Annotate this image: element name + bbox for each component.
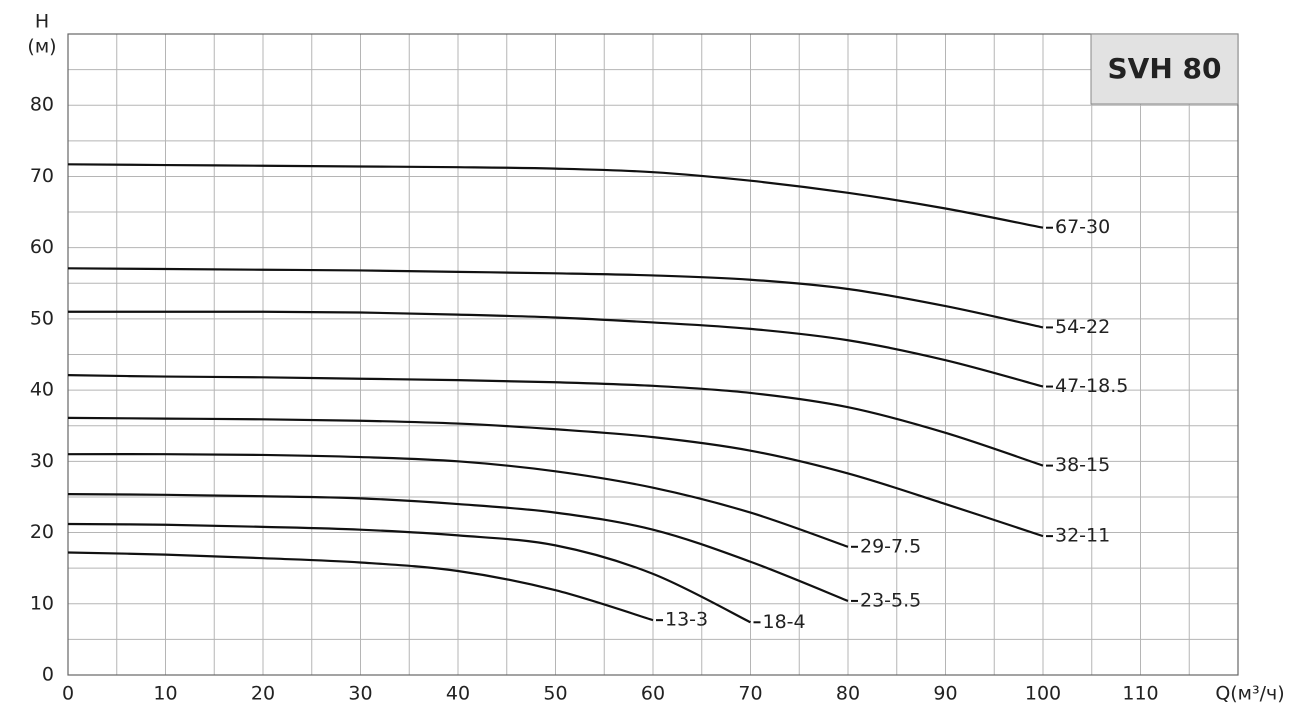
series-label: 23-5.5 [860, 589, 921, 611]
series-line [67, 453, 849, 548]
y-tick-label: 70 [30, 165, 54, 187]
y-axis-unit: (м) [27, 36, 56, 58]
series-label: 38-15 [1055, 454, 1110, 476]
x-tick-label: 20 [251, 683, 275, 705]
chart-title: SVH 80 [1108, 52, 1222, 85]
series-line [67, 374, 1044, 467]
x-tick-label: 70 [738, 683, 762, 705]
y-tick-label: 80 [30, 94, 54, 116]
series-line [67, 310, 1044, 388]
plot-frame [67, 33, 1239, 676]
x-axis-label: Q(м³/ч) [1215, 683, 1284, 705]
x-tick-label: 60 [641, 683, 665, 705]
y-axis-label: H [35, 11, 49, 33]
series-label: 54-22 [1055, 316, 1110, 338]
x-tick-label: 90 [933, 683, 957, 705]
series-line [67, 492, 849, 602]
x-tick-label: 40 [446, 683, 470, 705]
x-tick-label: 100 [1025, 683, 1061, 705]
y-tick-label: 20 [30, 521, 54, 543]
y-tick-label: 40 [30, 379, 54, 401]
x-tick-label: 0 [62, 683, 74, 705]
y-tick-label: 60 [30, 236, 54, 258]
y-tick-label: 0 [42, 664, 54, 686]
series-label: 13-3 [665, 609, 708, 631]
series-line [67, 522, 751, 624]
series-label: 32-11 [1055, 525, 1110, 547]
x-tick-label: 110 [1122, 683, 1158, 705]
series-line [67, 267, 1044, 329]
y-tick-label: 50 [30, 307, 54, 329]
series-label: 47-18.5 [1055, 375, 1128, 397]
x-tick-label: 10 [153, 683, 177, 705]
series-label: 18-4 [763, 611, 806, 633]
x-tick-label: 30 [348, 683, 372, 705]
series-label: 29-7.5 [860, 535, 921, 557]
series-line [67, 163, 1044, 229]
x-tick-label: 80 [836, 683, 860, 705]
x-tick-label: 50 [543, 683, 567, 705]
series-line [67, 416, 1044, 538]
series-line [67, 551, 654, 622]
y-tick-label: 30 [30, 450, 54, 472]
series-label: 67-30 [1055, 216, 1110, 238]
y-tick-label: 10 [30, 592, 54, 614]
title-box [1090, 33, 1239, 105]
